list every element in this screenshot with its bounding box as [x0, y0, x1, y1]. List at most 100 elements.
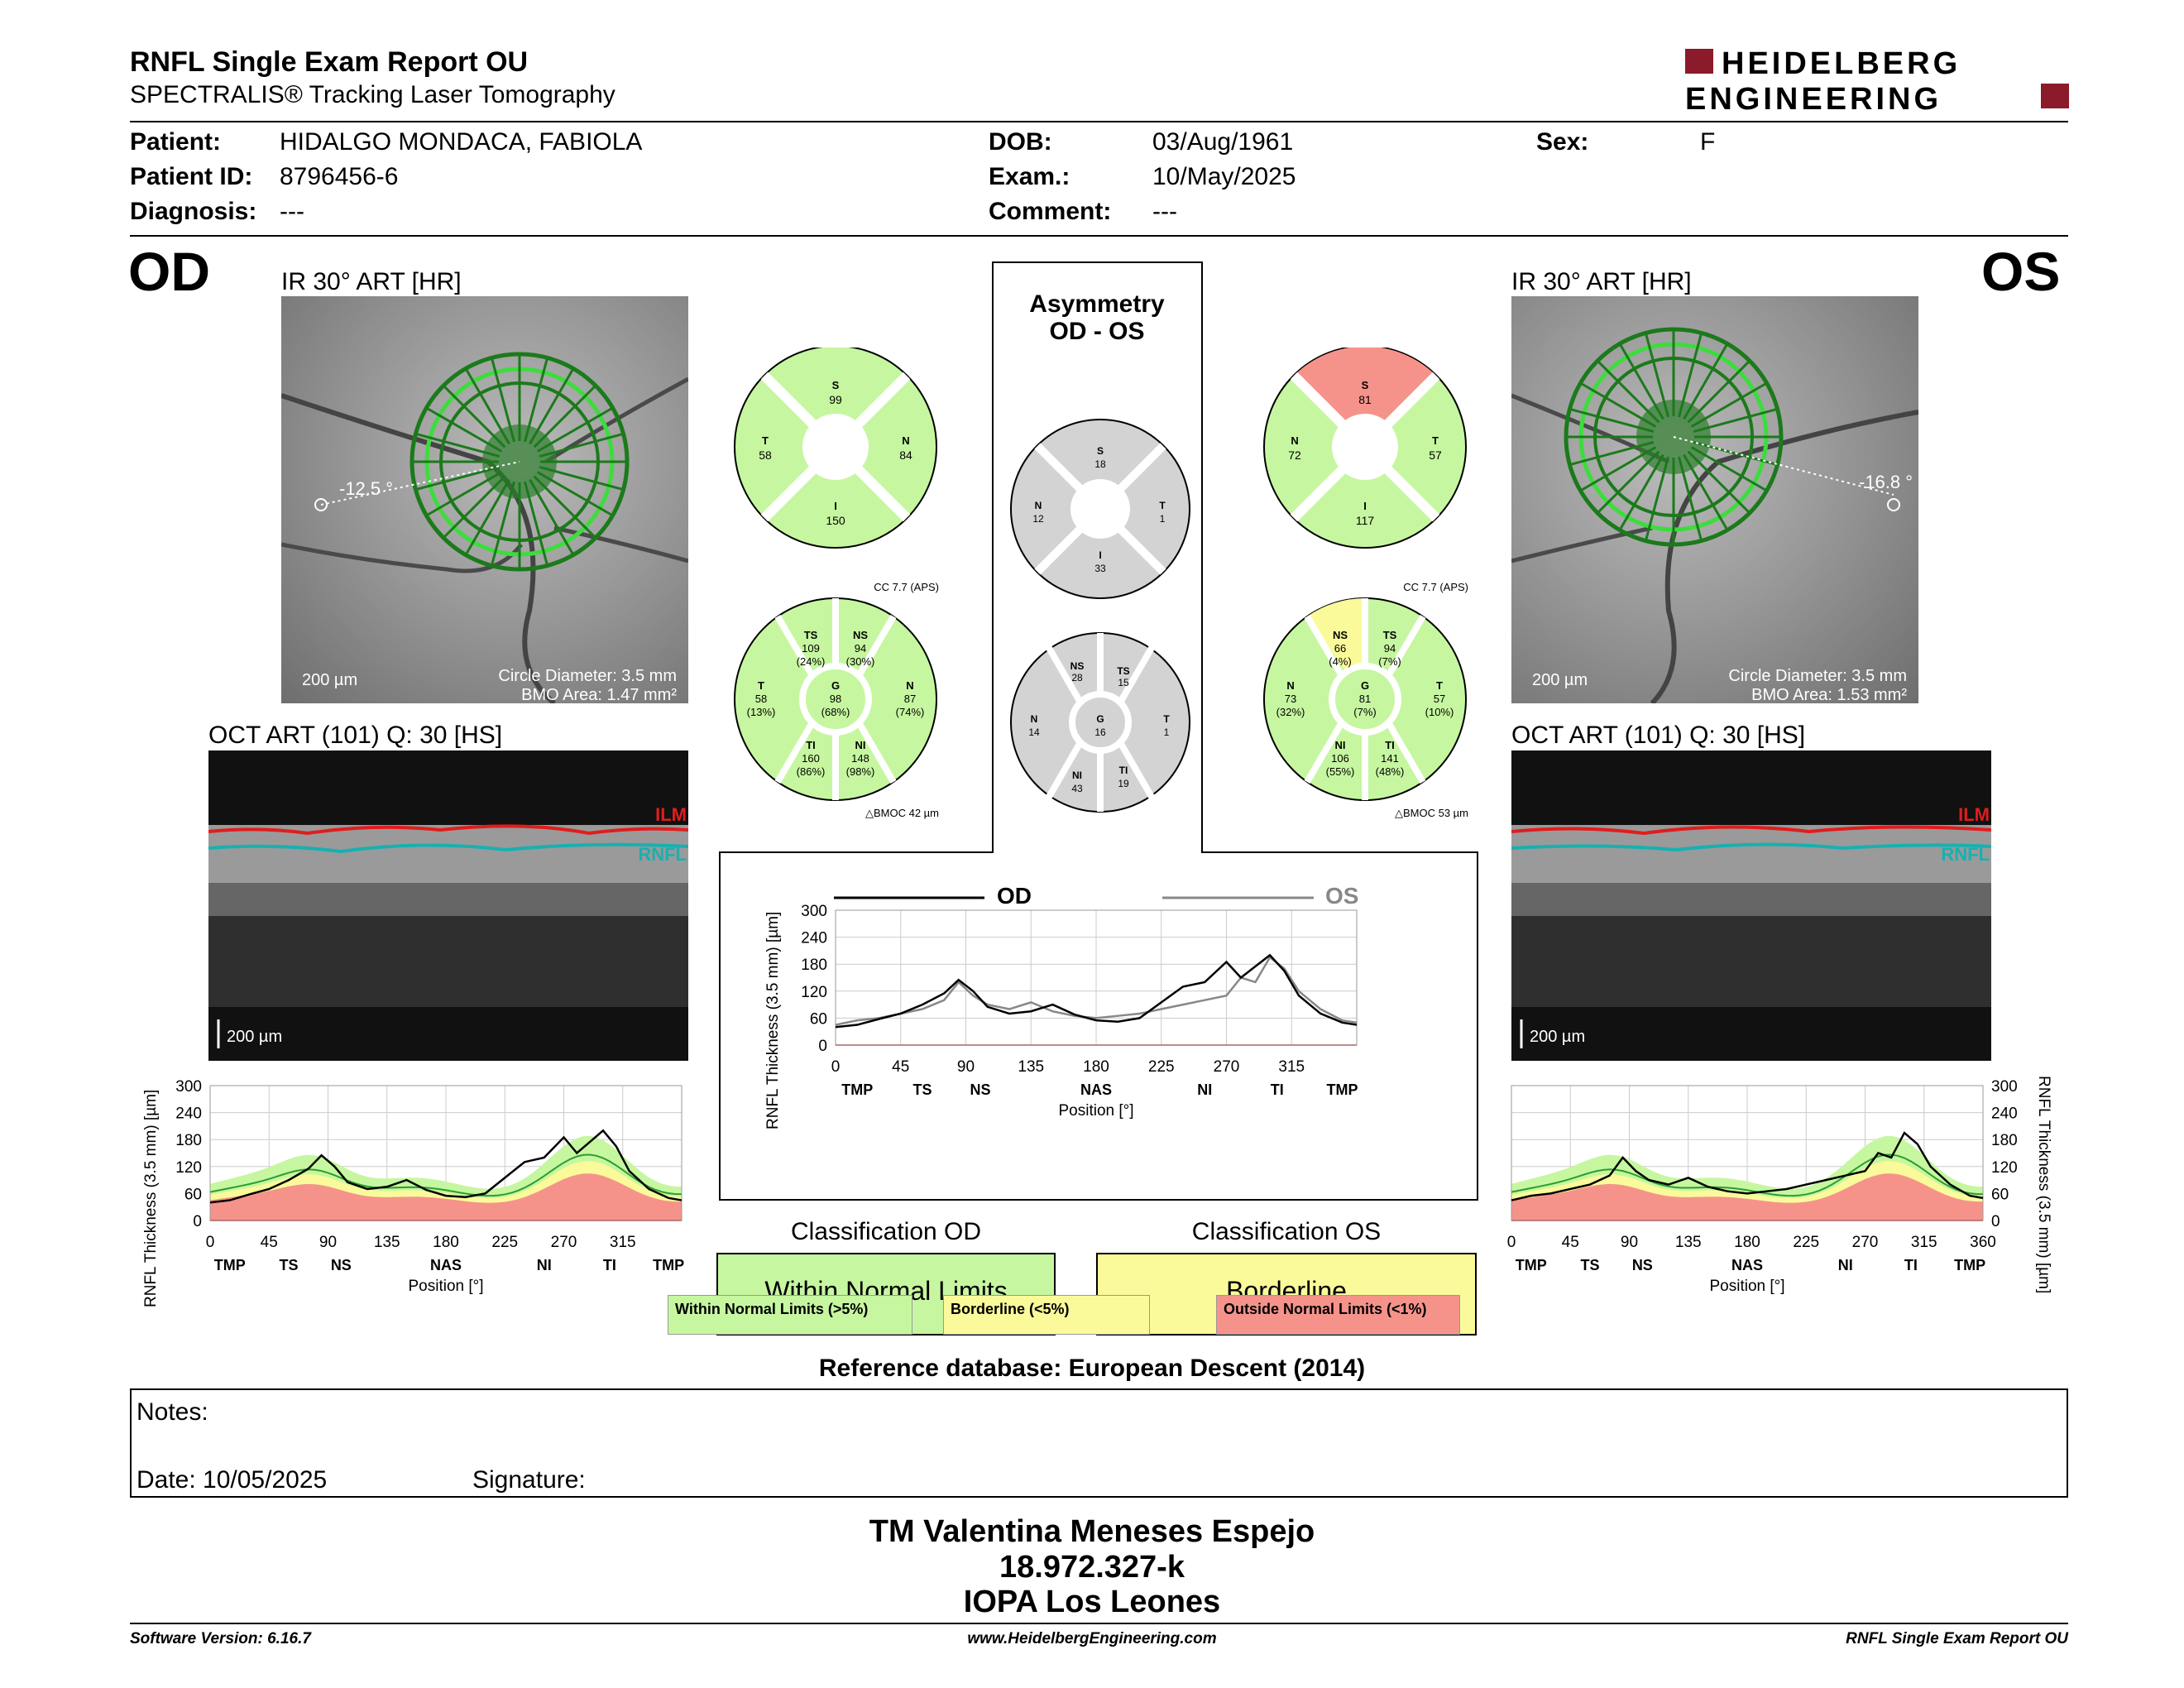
patient-divider: [130, 235, 2068, 237]
os-sector4: S 81 N 72 T 57 I 117: [1263, 348, 1467, 549]
classification-os-title: Classification OS: [1191, 1218, 1382, 1245]
os-eye-label: OS: [1981, 241, 2061, 302]
scan-ray: [443, 385, 506, 448]
heidelberg-logo: HEIDELBERG ENGINEERING: [1685, 46, 2069, 116]
scan-ray: [1579, 381, 1657, 428]
comment-value: ---: [1152, 198, 1177, 225]
svg-text:N: N: [902, 434, 909, 447]
sector-label: TMP: [1327, 1081, 1358, 1098]
od-ir-fundus-image: -12.5 ° 200 µm Circle Diameter: 3.5 mm B…: [281, 296, 688, 703]
svg-text:(74%): (74%): [896, 706, 925, 718]
y-tick-label: 240: [801, 930, 827, 947]
scan-ray: [490, 357, 515, 443]
sector-label: NS: [970, 1081, 990, 1098]
scan-ray: [1597, 450, 1660, 514]
sector-label: NI: [1838, 1257, 1853, 1273]
sector-label: TMP: [653, 1257, 684, 1273]
od-s4-T: 58: [759, 448, 772, 462]
scan-ray: [1618, 343, 1664, 420]
od-oct-scale: 200 µm: [227, 1028, 282, 1046]
asymmetry-frame: Asymmetry OD - OS: [719, 261, 1478, 1201]
x-axis-label: Position [°]: [1709, 1278, 1784, 1295]
scan-ray: [415, 432, 500, 458]
plot-frame: [835, 909, 1358, 1046]
x-tick-label: 225: [1148, 1058, 1175, 1076]
asym-sector4: S 18 N 12 T 1 I 33: [1010, 419, 1190, 599]
svg-text:N: N: [1035, 500, 1042, 511]
normative-band: [1511, 1173, 1983, 1220]
date-label: Date: 10/05/2025: [136, 1466, 328, 1494]
svg-text:57: 57: [1434, 693, 1445, 705]
os-sector6: NS 66 (4%) TS 94 (7%) N 73 (32%) G 81 (7…: [1263, 581, 1468, 819]
svg-text:(86%): (86%): [797, 765, 826, 778]
svg-text:19: 19: [1118, 778, 1129, 789]
svg-text:TS: TS: [1383, 629, 1397, 641]
scan-ray: [425, 406, 503, 453]
notes-box: Notes: Date: 10/05/2025 Signature:: [130, 1388, 2068, 1498]
scan-ray: [1678, 456, 1703, 541]
os-oct-scale: 200 µm: [1530, 1028, 1585, 1046]
svg-text:TI: TI: [806, 739, 816, 751]
y-tick-label: 60: [1991, 1186, 2009, 1203]
svg-text:(68%): (68%): [821, 706, 850, 718]
od-ylabel: RNFL Thickness (3.5 mm) [µm]: [142, 1090, 160, 1307]
svg-text:NI: NI: [1072, 770, 1082, 781]
x-tick-label: 90: [319, 1234, 337, 1251]
dob-label: DOB:: [989, 128, 1052, 156]
svg-text:66: 66: [1334, 642, 1346, 655]
svg-text:1: 1: [1160, 513, 1166, 525]
x-tick-label: 315: [1278, 1058, 1305, 1076]
scan-ray: [1597, 360, 1660, 424]
sector-label: NS: [331, 1257, 352, 1273]
svg-text:S: S: [1362, 379, 1369, 391]
od-oct-title: OCT ART (101) Q: 30 [HS]: [208, 722, 503, 749]
x-tick-label: 180: [433, 1234, 459, 1251]
svg-text:160: 160: [802, 752, 820, 765]
svg-text:(7%): (7%): [1353, 706, 1376, 718]
scan-ray: [1569, 407, 1655, 433]
svg-text:TI: TI: [1119, 765, 1128, 776]
od-cc: CC 7.7 (APS): [874, 581, 939, 593]
signer-name: TM Valentina Meneses Espejo: [869, 1514, 1315, 1549]
svg-text:TS: TS: [804, 629, 818, 641]
svg-text:NI: NI: [1335, 739, 1346, 751]
os-angle-label: -16.8 °: [1859, 472, 1913, 492]
scan-ray: [1618, 453, 1664, 531]
y-tick-label: 300: [801, 903, 827, 920]
svg-text:(30%): (30%): [846, 655, 875, 668]
x-tick-label: 0: [1507, 1234, 1516, 1251]
os-bmo-area: BMO Area: 1.53 mm²: [1751, 686, 1907, 703]
os-oct-title: OCT ART (101) Q: 30 [HS]: [1511, 722, 1806, 749]
x-tick-label: 360: [1970, 1234, 1996, 1251]
scan-ray: [524, 481, 549, 566]
scan-ray: [490, 481, 515, 566]
svg-text:72: 72: [1288, 448, 1301, 462]
scan-ray: [464, 478, 510, 556]
scan-ray: [533, 475, 596, 539]
center-comparison-chart: OD OS RNFL Thickness (3.5 mm) [µm] 300 24…: [764, 883, 1358, 1129]
x-tick-label: 270: [1214, 1058, 1240, 1076]
scan-ray: [536, 471, 614, 517]
x-tick-label: 45: [892, 1058, 909, 1076]
os-ylabel: RNFL Thickness (3.5 mm) [µm]: [2035, 1076, 2052, 1293]
patient-value: HIDALGO MONDACA, FABIOLA: [280, 128, 643, 156]
od-angle-label: -12.5 °: [339, 478, 393, 499]
svg-text:(4%): (4%): [1329, 655, 1351, 668]
od-bmo-area: BMO Area: 1.47 mm²: [521, 686, 677, 703]
svg-text:I: I: [1099, 549, 1101, 561]
x-axis-label: Position [°]: [408, 1278, 483, 1295]
scan-ray: [1678, 333, 1703, 418]
scan-ray: [524, 357, 549, 443]
svg-text:T: T: [762, 434, 769, 447]
sector-label: TI: [1271, 1081, 1284, 1098]
y-tick-label: 180: [1991, 1132, 2018, 1149]
asym-title1: Asymmetry: [1029, 290, 1165, 318]
svg-text:141: 141: [1381, 752, 1399, 765]
sector-label: TS: [279, 1257, 298, 1273]
scan-ray: [443, 475, 506, 539]
svg-text:(24%): (24%): [797, 655, 826, 668]
svg-text:33: 33: [1094, 563, 1106, 574]
footer-software: Software Version: 6.16.7: [130, 1630, 311, 1647]
svg-text:T: T: [1163, 713, 1170, 725]
y-tick-label: 0: [193, 1213, 202, 1230]
